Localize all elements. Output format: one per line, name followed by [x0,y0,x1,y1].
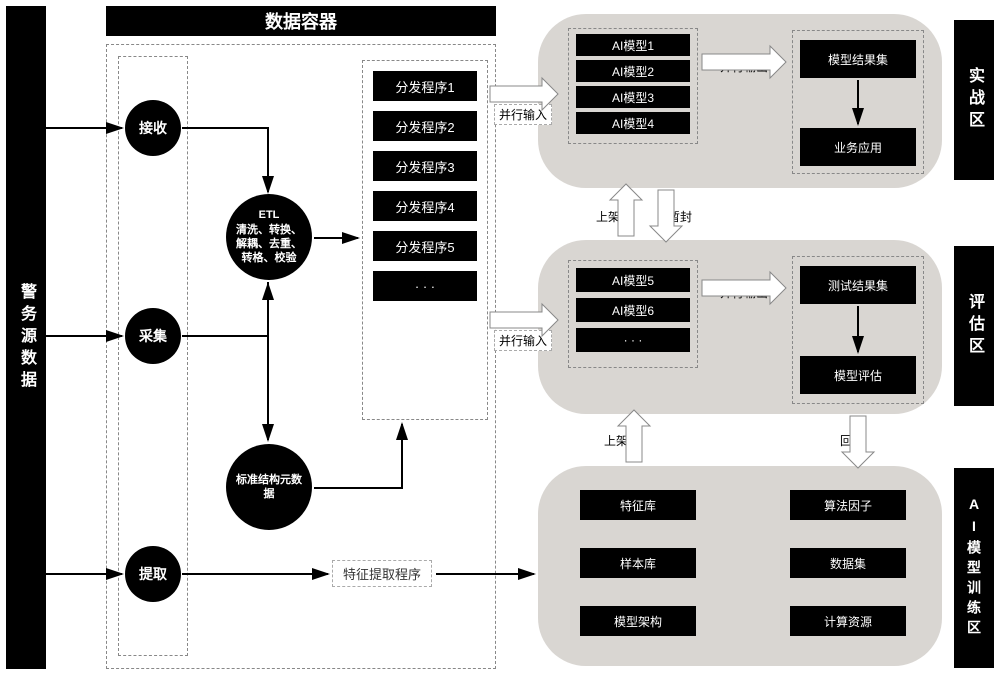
label-rollback: 回滚 [840,432,864,449]
label-up2: 上架 [604,432,628,449]
zone2-out2: 模型评估 [800,356,916,394]
label-parallel-in-2: 并行输入 [494,330,552,351]
dispatch-item: 分发程序2 [373,111,477,141]
zone1-model: AI模型2 [576,60,690,82]
circle-meta: 标准结构元数据 [226,444,312,530]
circle-receive: 接收 [125,100,181,156]
zone1-bar: 实战区 [954,20,994,180]
zone2-model: AI模型5 [576,268,690,292]
dispatch-item: 分发程序4 [373,191,477,221]
zone3-bar: AI模型训练区 [954,468,994,668]
circle-extract: 提取 [125,546,181,602]
left-source-bar: 警务源数据 [6,6,46,669]
zone1-model: AI模型3 [576,86,690,108]
zone3-right-item: 数据集 [790,548,906,578]
zone2-model: · · · [576,328,690,352]
zone1-out2: 业务应用 [800,128,916,166]
label-pause: 暂封 [668,208,692,225]
zone1-model: AI模型1 [576,34,690,56]
dispatch-item: 分发程序3 [373,151,477,181]
zone3-left-item: 样本库 [580,548,696,578]
zone2-bar: 评估区 [954,246,994,406]
zone1-mid-label: 并行输出 [720,58,768,75]
label-up1: 上架 [596,208,620,225]
container-title: 数据容器 [265,8,337,34]
container-title-bar: 数据容器 [106,6,496,36]
zone1-out1: 模型结果集 [800,40,916,78]
dispatch-list: 分发程序1 分发程序2 分发程序3 分发程序4 分发程序5 · · · [362,60,488,420]
zone3-left-item: 特征库 [580,490,696,520]
zone2-mid-label: 并行输出 [720,284,768,301]
label-feature-prog: 特征提取程序 [332,560,432,587]
circle-collect: 采集 [125,308,181,364]
zone1-model: AI模型4 [576,112,690,134]
zone3-right-item: 计算资源 [790,606,906,636]
dispatch-item: 分发程序1 [373,71,477,101]
dispatch-item: 分发程序5 [373,231,477,261]
zone3-left-item: 模型架构 [580,606,696,636]
zone2-out1: 测试结果集 [800,266,916,304]
zone2-model: AI模型6 [576,298,690,322]
circle-etl: ETL 清洗、转换、解耦、去重、转格、校验 [226,194,312,280]
zone3-right-item: 算法因子 [790,490,906,520]
dispatch-item: · · · [373,271,477,301]
left-source-label: 警务源数据 [14,283,38,393]
label-parallel-in-1: 并行输入 [494,104,552,125]
